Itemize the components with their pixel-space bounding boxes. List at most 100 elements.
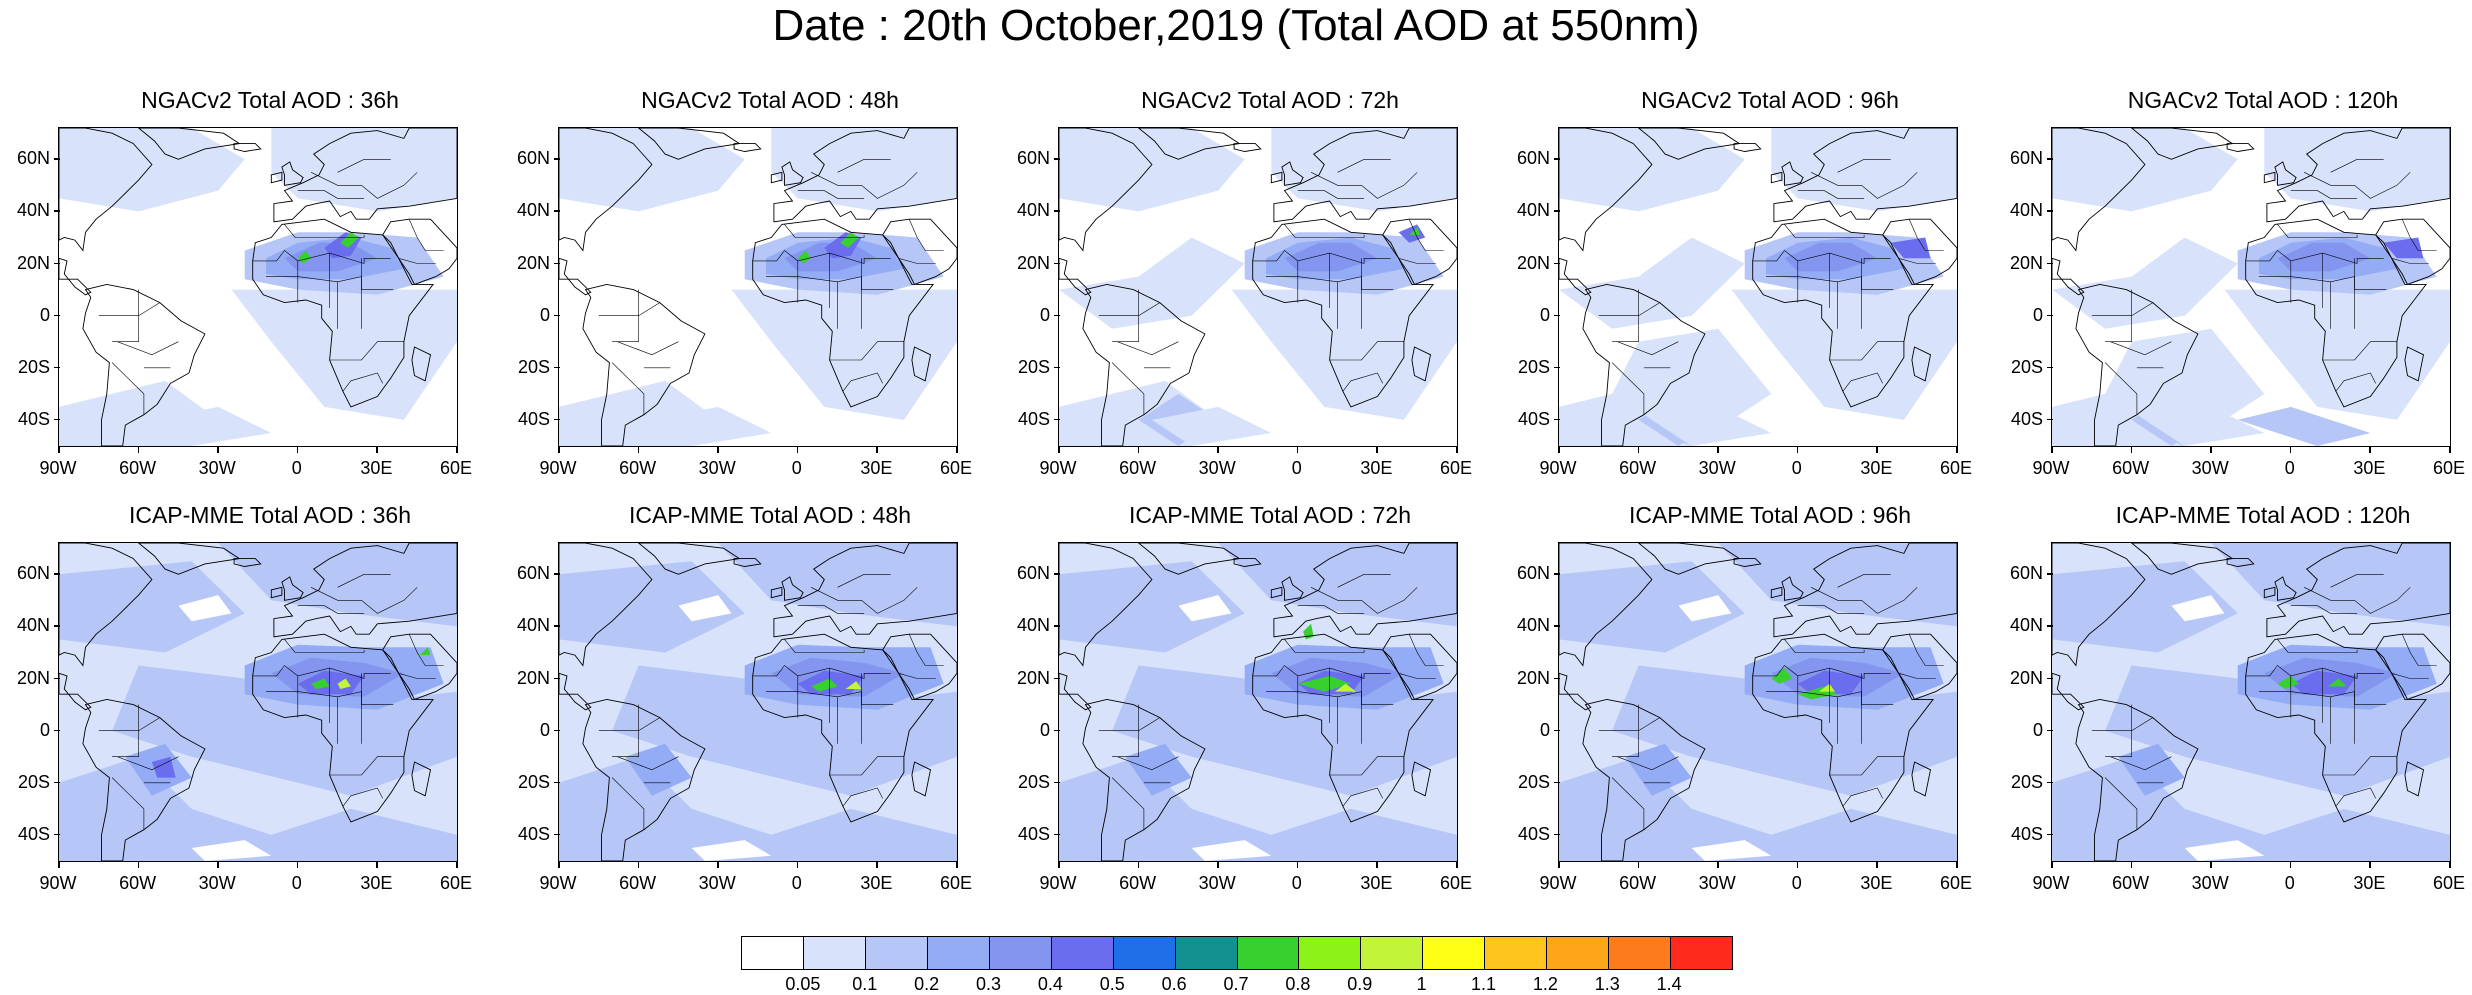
country-border	[898, 258, 936, 264]
y-tick	[554, 833, 560, 836]
coastline	[1773, 128, 1957, 223]
aod-contour-region	[1231, 289, 1457, 420]
x-tick	[1558, 447, 1560, 453]
country-border	[310, 587, 418, 614]
aod-field	[2052, 128, 2450, 446]
coastline	[2404, 761, 2425, 797]
aod-contour-region	[1771, 668, 1793, 684]
country-border	[1111, 362, 1145, 415]
country-border	[2401, 219, 2437, 251]
country-border	[2245, 250, 2384, 264]
coastline	[911, 346, 932, 382]
x-tick	[717, 862, 719, 868]
x-tick-label: 30E	[1360, 458, 1393, 478]
coastline	[1882, 633, 1957, 700]
country-border	[1810, 172, 1918, 199]
y-tick-label: 40S	[1517, 823, 1550, 844]
country-border	[1797, 190, 1865, 199]
x-tick	[2369, 447, 2371, 453]
country-border	[1342, 787, 1383, 807]
y-tick	[1054, 677, 1060, 680]
y-tick	[2047, 418, 2053, 421]
y-tick	[54, 781, 60, 784]
aod-contour-region	[1191, 840, 1272, 861]
coastline	[2226, 558, 2255, 567]
colorbar-label: 0.9	[1347, 974, 1373, 994]
map-panel: NGACv2 Total AOD : 48h 60N 40N 20N 0 20S 40S 90…	[500, 80, 1000, 480]
country-border	[842, 787, 883, 807]
colorbar-label: 0.6	[1161, 974, 1187, 994]
coastline	[252, 218, 435, 408]
coastline	[2226, 143, 2255, 152]
x-tick	[2449, 862, 2451, 868]
country-border	[1297, 605, 1365, 614]
aod-contour-region	[2184, 840, 2265, 861]
country-border	[2104, 777, 2138, 830]
x-tick-label: 30W	[198, 873, 236, 893]
y-tick	[54, 366, 60, 369]
coastline	[1059, 672, 1092, 711]
x-tick	[1956, 447, 1958, 453]
x-tick-label: 60W	[1119, 458, 1157, 478]
coastlines	[59, 128, 457, 446]
country-border	[2335, 787, 2376, 807]
country-border	[2259, 691, 2387, 705]
aod-contour-region	[2118, 743, 2185, 796]
x-tick	[2369, 862, 2371, 868]
country-border	[329, 341, 404, 361]
aod-contour-region	[840, 232, 859, 248]
x-tick	[296, 447, 299, 453]
coastline	[59, 257, 92, 296]
country-border	[337, 574, 391, 588]
x-tick-label: 0	[1291, 458, 1302, 478]
y-tick	[1054, 418, 1060, 421]
country-border	[1337, 574, 1391, 588]
aod-contour-region	[1559, 237, 1745, 329]
aod-map	[559, 128, 957, 446]
aod-contour-region	[1334, 683, 1357, 692]
x-tick-label: 60E	[1939, 873, 1973, 893]
coastline	[1752, 218, 1935, 408]
country-border	[784, 639, 865, 653]
coastline	[1059, 543, 1153, 667]
coastline	[270, 171, 283, 184]
x-tick-label: 60E	[1439, 873, 1473, 893]
coastline	[2075, 283, 2199, 446]
coastline	[1281, 161, 1304, 186]
coastline	[2052, 672, 2085, 711]
country-border	[1842, 372, 1883, 392]
map-plot-area	[1058, 127, 1458, 447]
coastline	[1752, 633, 1935, 823]
coastlines	[1059, 543, 1457, 861]
y-tick	[1554, 418, 1560, 421]
x-tick	[1296, 447, 1299, 453]
y-tick	[1554, 781, 1560, 784]
coastline	[2245, 633, 2428, 823]
y-tick-label: 40S	[1017, 408, 1050, 429]
country-border	[329, 756, 404, 776]
y-tick-label: 20N	[2009, 252, 2043, 273]
y-tick-label: 0	[539, 304, 550, 325]
y-tick-label: 40S	[1517, 408, 1550, 429]
y-tick	[2047, 158, 2053, 160]
country-border	[1752, 250, 1891, 264]
y-tick-label: 40N	[16, 615, 50, 636]
y-tick-label: 20S	[2010, 771, 2043, 792]
aod-contour-region	[1718, 543, 1957, 627]
aod-contour-region	[2052, 128, 2238, 212]
country-border	[1310, 172, 1418, 199]
x-tick-label: 60W	[1619, 873, 1657, 893]
map-plot-area	[58, 127, 458, 447]
x-tick-label: 0	[1791, 458, 1802, 478]
coastline	[781, 576, 804, 601]
country-border	[398, 673, 436, 679]
x-tick-label: 0	[2284, 458, 2295, 478]
country-border	[1117, 341, 1179, 356]
coastline	[281, 161, 304, 186]
x-tick-label: 60E	[1939, 458, 1973, 478]
aod-contour-region	[271, 128, 457, 212]
country-border	[617, 341, 679, 356]
x-tick-label: 90W	[2032, 873, 2070, 893]
colorbar-label: 0.05	[785, 974, 821, 994]
aod-map	[59, 128, 457, 446]
